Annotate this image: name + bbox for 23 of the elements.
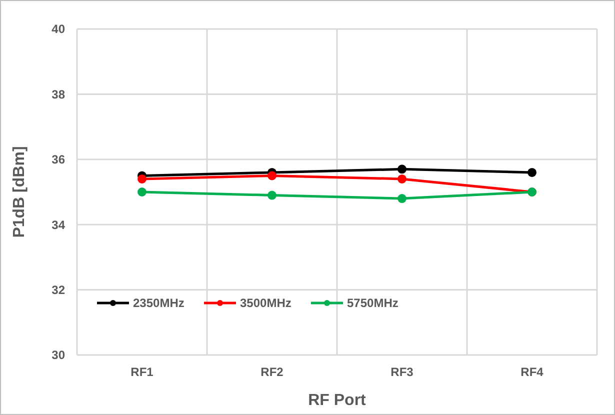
point bbox=[528, 168, 536, 177]
x-axis-title: RF Port bbox=[308, 392, 367, 409]
point bbox=[398, 174, 406, 184]
x-tick-label: RF2 bbox=[260, 365, 284, 379]
legend-label: 2350MHz bbox=[133, 296, 184, 310]
point bbox=[138, 174, 146, 184]
point bbox=[398, 164, 406, 174]
x-tick-label: RF1 bbox=[130, 365, 154, 379]
point bbox=[268, 190, 276, 200]
x-tick-label: RF4 bbox=[520, 365, 544, 379]
y-tick-label: 30 bbox=[52, 348, 66, 362]
y-axis-title: P1dB [dBm] bbox=[11, 146, 28, 238]
point bbox=[268, 171, 276, 180]
y-tick-label: 36 bbox=[52, 152, 66, 167]
y-tick-label: 38 bbox=[52, 87, 66, 102]
point bbox=[138, 188, 146, 196]
y-tick-label: 40 bbox=[52, 22, 66, 36]
legend-label: 5750MHz bbox=[347, 296, 398, 310]
legend-label: 3500MHz bbox=[240, 296, 292, 310]
point bbox=[398, 194, 406, 204]
x-tick-label: RF3 bbox=[390, 365, 414, 379]
y-tick-label: 34 bbox=[52, 218, 66, 232]
y-tick-label: 32 bbox=[52, 283, 66, 297]
